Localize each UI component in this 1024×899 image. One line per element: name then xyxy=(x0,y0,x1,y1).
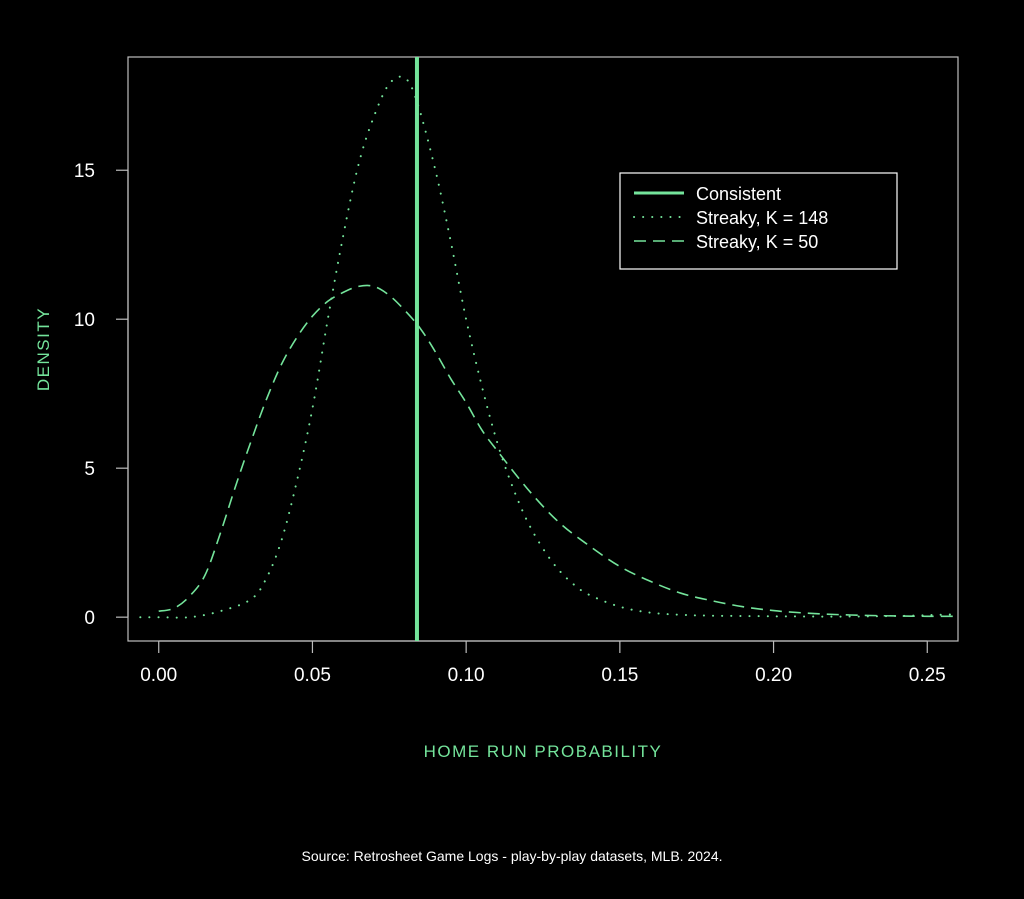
legend-box xyxy=(619,172,898,270)
legend-label-consistent: Consistent xyxy=(696,184,781,204)
x-tick-label: 0.05 xyxy=(294,665,331,686)
x-tick-label: 0.15 xyxy=(601,665,638,686)
legend: Consistent Streaky, K = 148 Streaky, K =… xyxy=(619,172,898,270)
series-line-streaky-k-50 xyxy=(158,284,958,618)
y-axis-title: DENSITY xyxy=(34,307,53,391)
y-tick-label: 15 xyxy=(74,161,95,182)
x-tick-label: 0.25 xyxy=(909,665,946,686)
series-layer xyxy=(139,57,959,641)
x-tick-label: 0.20 xyxy=(755,665,792,686)
legend-label-streaky-148: Streaky, K = 148 xyxy=(696,208,828,228)
y-tick-label: 10 xyxy=(74,310,95,331)
legend-label-streaky-50: Streaky, K = 50 xyxy=(696,232,818,252)
y-tick-label: 0 xyxy=(84,608,95,629)
x-axis-title: HOME RUN PROBABILITY xyxy=(424,742,663,761)
source-note: Source: Retrosheet Game Logs - play-by-p… xyxy=(301,848,723,864)
y-tick-label: 5 xyxy=(84,459,95,480)
x-tick-label: 0.00 xyxy=(140,665,177,686)
x-tick-label: 0.10 xyxy=(448,665,485,686)
x-axis: 0.00 0.05 0.10 0.15 0.20 0.25 xyxy=(140,640,946,686)
plot-frame xyxy=(127,56,959,642)
y-axis: 0 5 10 15 xyxy=(74,161,129,629)
series-line-streaky-k-148 xyxy=(139,75,959,619)
